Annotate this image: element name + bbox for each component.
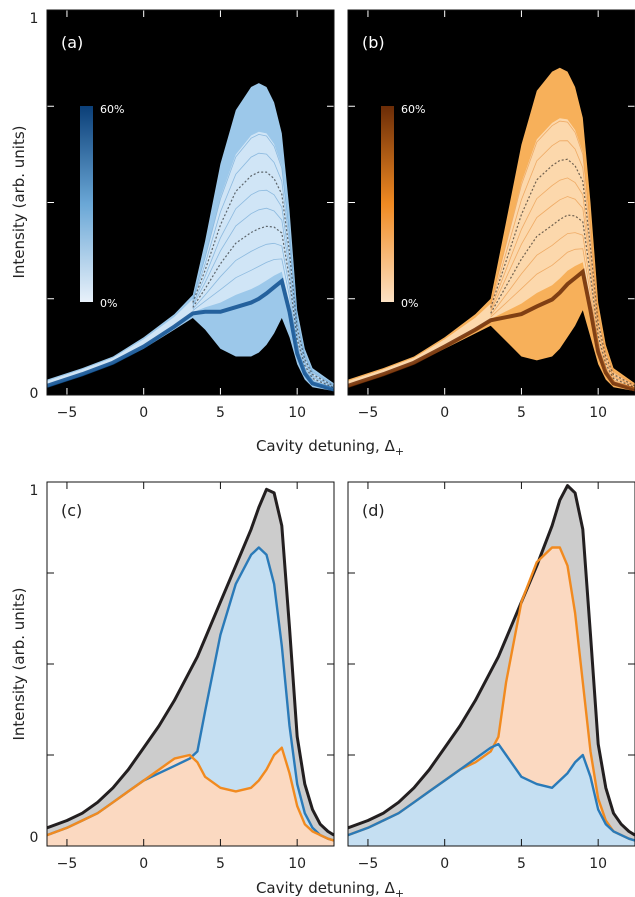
bottom-x-axis-title: Cavity detuning, Δ+ <box>256 879 404 897</box>
heatmap-striation <box>490 120 635 386</box>
panel-a-frame <box>46 9 335 396</box>
x-tick-label: 10 <box>589 856 607 872</box>
top-x-axis-title: Cavity detuning, Δ+ <box>256 437 404 458</box>
panel-c-frame <box>46 481 335 847</box>
series-0-line <box>47 487 334 837</box>
panel-c-ticks <box>47 482 334 846</box>
series-2-area <box>348 744 635 846</box>
panel-a-colorbar-max: 60% <box>100 103 124 116</box>
heatmap-inner <box>348 118 635 390</box>
top-y-tick-max: 1 <box>30 11 39 27</box>
series-2-area <box>47 747 334 846</box>
x-tick-label: −5 <box>358 405 379 421</box>
x-tick-label: 5 <box>517 856 526 872</box>
heatmap-striation <box>192 242 334 389</box>
heatmap-ridge <box>47 277 334 392</box>
top-y-tick-min: 0 <box>30 386 39 402</box>
top-x-axis-title-main: Cavity detuning, Δ <box>256 437 396 455</box>
bottom-y-tick-min: 0 <box>30 830 39 846</box>
panel-b-ticks <box>348 10 635 395</box>
x-tick-label: −5 <box>57 405 78 421</box>
x-tick-labels: −5 0 5 10 −5 0 5 10 −5 0 5 10 −5 0 5 10 <box>57 405 607 872</box>
heatmap-striation <box>192 258 334 390</box>
panel-c: (c) <box>46 481 335 847</box>
panel-a-colorbar <box>80 106 93 302</box>
heatmap-striation <box>192 152 334 386</box>
panel-b-colorbar <box>381 106 394 302</box>
heatmap-striation <box>490 140 635 386</box>
panel-a-colorbar-min: 0% <box>100 297 117 310</box>
top-x-axis-title-sub: + <box>395 445 404 458</box>
x-tick-label: 5 <box>216 856 225 872</box>
panel-b-colorbar-min: 0% <box>401 297 418 310</box>
heatmap-ridge <box>348 268 635 392</box>
bottom-x-axis-title-sub: + <box>395 887 404 897</box>
panel-d-areas <box>348 484 635 846</box>
panel-b-label: (b) <box>362 33 385 52</box>
x-tick-label: −5 <box>358 856 379 872</box>
x-tick-label: 0 <box>139 856 148 872</box>
panel-b: (b) 60% 0% <box>347 9 635 396</box>
heatmap-striation <box>192 171 334 387</box>
panel-d: (d) <box>347 481 635 847</box>
x-tick-label: 5 <box>216 405 225 421</box>
panel-d-ticks <box>348 482 635 846</box>
panel-d-label: (d) <box>362 501 385 520</box>
heatmap-striation <box>192 207 334 388</box>
top-y-axis-title: Intensity (arb. units) <box>10 125 28 278</box>
panel-b-heatmap <box>348 67 635 392</box>
heatmap-striation <box>490 158 635 387</box>
x-tick-label: 10 <box>288 405 306 421</box>
heatmap-striation <box>490 232 635 389</box>
panel-c-areas <box>47 487 334 846</box>
series-1-area <box>47 547 334 846</box>
x-tick-label: −5 <box>57 856 78 872</box>
x-tick-label: 5 <box>517 405 526 421</box>
panel-a-label: (a) <box>61 33 83 52</box>
heatmap-striation <box>192 133 334 386</box>
panel-b-colorbar-max: 60% <box>401 103 425 116</box>
panel-b-frame <box>347 9 635 396</box>
panel-a: (a) 60% 0% <box>46 9 335 396</box>
x-tick-label: 10 <box>589 405 607 421</box>
panel-a-heatmap <box>47 83 334 392</box>
bottom-y-tick-max: 1 <box>30 483 39 499</box>
series-2-line <box>348 742 635 842</box>
bottom-y-axis-title: Intensity (arb. units) <box>10 587 28 740</box>
heatmap-inner <box>47 131 334 390</box>
panel-d-frame <box>347 481 635 847</box>
heatmap-striation <box>490 248 635 390</box>
bottom-x-axis-title-main: Cavity detuning, Δ <box>256 879 396 897</box>
series-2-line <box>47 746 334 842</box>
panel-c-label: (c) <box>61 501 82 520</box>
x-tick-label: 0 <box>139 405 148 421</box>
heatmap-striation <box>192 225 334 389</box>
x-tick-label: 0 <box>440 856 449 872</box>
x-tick-label: 10 <box>288 856 306 872</box>
heatmap-striation <box>490 196 635 388</box>
heatmap-striation <box>490 177 635 387</box>
panel-a-ticks <box>47 10 334 395</box>
series-1-area <box>348 547 635 846</box>
x-tick-label: 0 <box>440 405 449 421</box>
